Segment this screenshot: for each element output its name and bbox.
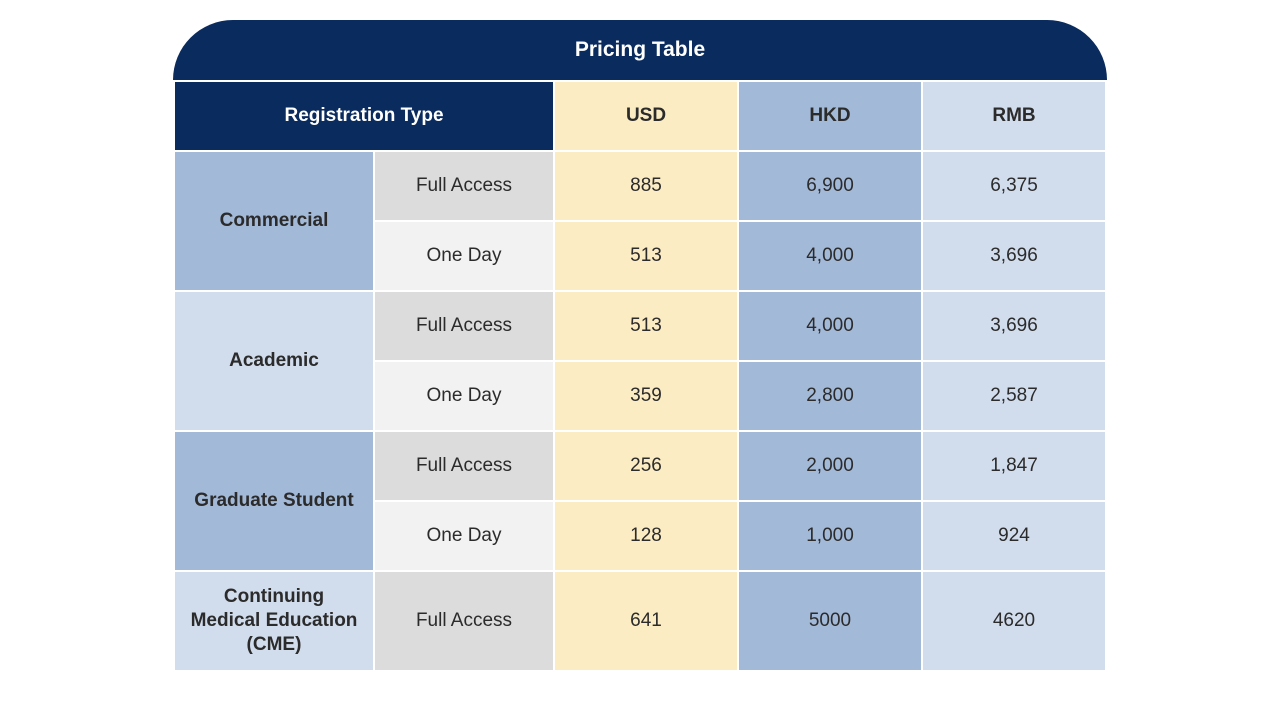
pricing-table-body: Commercial Full Access 885 6,900 6,375 O…: [174, 151, 1106, 671]
access-label: Full Access: [374, 431, 554, 501]
category-label: Continuing Medical Education (CME): [174, 571, 374, 671]
access-label: Full Access: [374, 151, 554, 221]
price-usd: 359: [554, 361, 738, 431]
price-hkd: 4,000: [738, 221, 922, 291]
table-row: Continuing Medical Education (CME) Full …: [174, 571, 1106, 671]
table-header-row: Registration Type USD HKD RMB: [174, 81, 1106, 151]
category-label: Academic: [174, 291, 374, 431]
pricing-table: Registration Type USD HKD RMB Commercial…: [173, 80, 1107, 672]
table-row: Graduate Student Full Access 256 2,000 1…: [174, 431, 1106, 501]
price-rmb: 3,696: [922, 291, 1106, 361]
header-rmb: RMB: [922, 81, 1106, 151]
price-rmb: 1,847: [922, 431, 1106, 501]
price-hkd: 2,000: [738, 431, 922, 501]
price-rmb: 4620: [922, 571, 1106, 671]
price-rmb: 6,375: [922, 151, 1106, 221]
price-hkd: 6,900: [738, 151, 922, 221]
access-label: One Day: [374, 501, 554, 571]
price-rmb: 3,696: [922, 221, 1106, 291]
price-hkd: 1,000: [738, 501, 922, 571]
price-usd: 641: [554, 571, 738, 671]
table-row: Academic Full Access 513 4,000 3,696: [174, 291, 1106, 361]
price-usd: 885: [554, 151, 738, 221]
price-usd: 513: [554, 221, 738, 291]
access-label: Full Access: [374, 571, 554, 671]
price-usd: 513: [554, 291, 738, 361]
price-rmb: 924: [922, 501, 1106, 571]
header-registration-type: Registration Type: [174, 81, 554, 151]
header-hkd: HKD: [738, 81, 922, 151]
access-label: One Day: [374, 221, 554, 291]
access-label: One Day: [374, 361, 554, 431]
category-label: Graduate Student: [174, 431, 374, 571]
price-hkd: 5000: [738, 571, 922, 671]
price-hkd: 2,800: [738, 361, 922, 431]
pricing-table-title: Pricing Table: [173, 20, 1107, 80]
price-usd: 128: [554, 501, 738, 571]
access-label: Full Access: [374, 291, 554, 361]
header-usd: USD: [554, 81, 738, 151]
price-hkd: 4,000: [738, 291, 922, 361]
price-usd: 256: [554, 431, 738, 501]
table-row: Commercial Full Access 885 6,900 6,375: [174, 151, 1106, 221]
pricing-table-container: Pricing Table Registration Type USD HKD …: [173, 20, 1107, 672]
category-label: Commercial: [174, 151, 374, 291]
price-rmb: 2,587: [922, 361, 1106, 431]
